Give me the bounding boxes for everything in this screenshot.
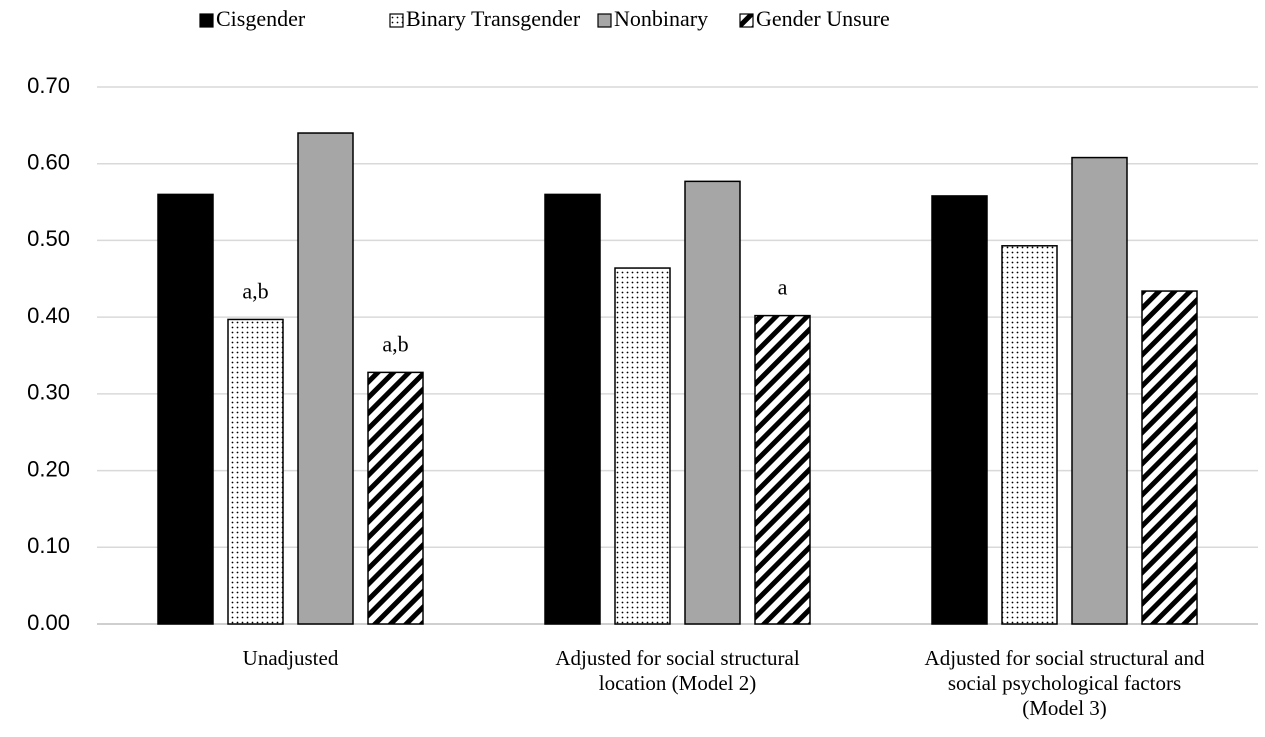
x-tick-label: Adjusted for social structural and socia… bbox=[924, 646, 1205, 720]
y-tick-label: 0.60 bbox=[27, 150, 70, 175]
bar bbox=[157, 193, 214, 625]
bar bbox=[227, 318, 284, 625]
bar bbox=[544, 193, 601, 625]
bar bbox=[297, 132, 354, 625]
legend-swatch bbox=[739, 13, 754, 28]
legend-label: Gender Unsure bbox=[756, 6, 890, 31]
bar bbox=[614, 267, 671, 625]
legend-swatch bbox=[199, 13, 214, 28]
y-tick-label: 0.70 bbox=[27, 73, 70, 98]
bar bbox=[1141, 290, 1198, 625]
y-tick-label: 0.10 bbox=[27, 533, 70, 558]
legend-label: Cisgender bbox=[216, 6, 306, 31]
bar bbox=[754, 314, 811, 625]
legend-label: Nonbinary bbox=[614, 6, 708, 31]
annotation: a,b bbox=[242, 278, 268, 303]
bar bbox=[367, 371, 424, 625]
y-tick-label: 0.00 bbox=[27, 610, 70, 635]
y-tick-label: 0.50 bbox=[27, 226, 70, 251]
bar bbox=[684, 180, 741, 625]
x-tick-label: Adjusted for social structural location … bbox=[555, 646, 800, 695]
annotation: a,b bbox=[382, 331, 408, 356]
bar bbox=[1071, 156, 1128, 625]
bar bbox=[931, 195, 988, 625]
legend-swatch bbox=[389, 13, 404, 28]
y-tick-label: 0.40 bbox=[27, 303, 70, 328]
legend-swatch bbox=[597, 13, 612, 28]
x-tick-label: Unadjusted bbox=[242, 646, 339, 670]
legend-label: Binary Transgender bbox=[406, 6, 581, 31]
annotation: a bbox=[778, 275, 788, 300]
y-tick-label: 0.30 bbox=[27, 380, 70, 405]
bar bbox=[1001, 245, 1058, 625]
y-tick-label: 0.20 bbox=[27, 456, 70, 481]
